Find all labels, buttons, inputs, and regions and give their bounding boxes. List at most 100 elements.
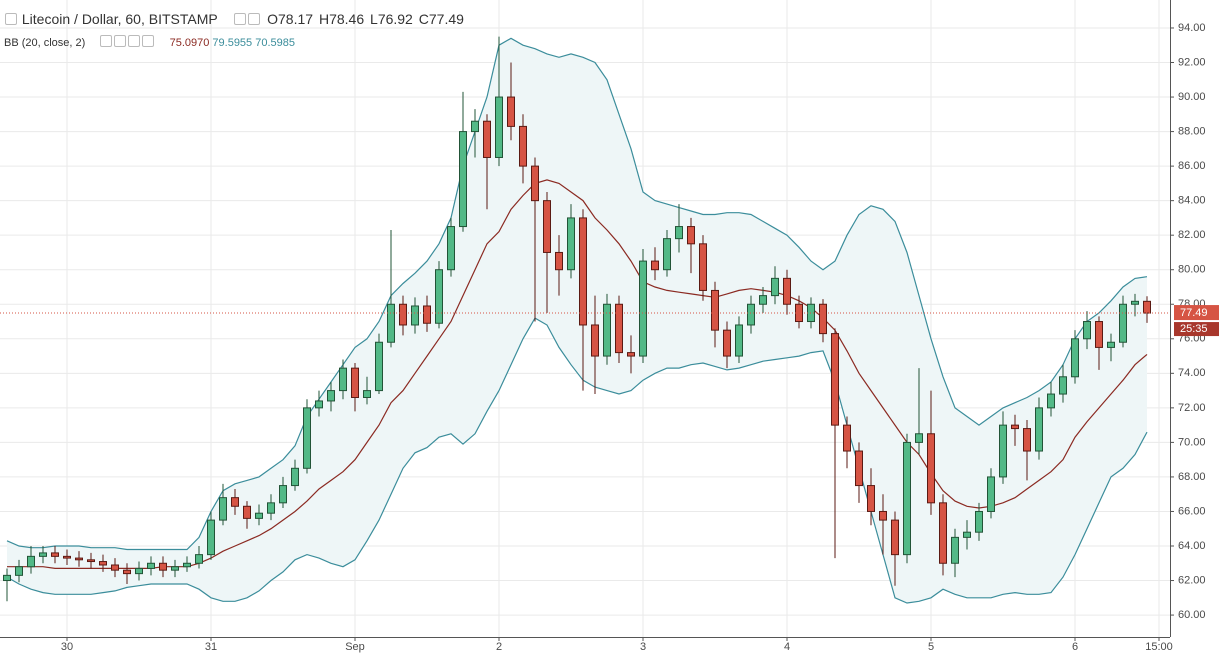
- candle-body: [507, 96, 515, 127]
- candle-body: [351, 367, 359, 398]
- last-price-label: 77.49: [1180, 307, 1208, 319]
- candle-body: [99, 561, 107, 566]
- ohlc-label: C: [418, 11, 429, 27]
- candle-body: [567, 217, 575, 271]
- x-tick-label: 31: [205, 641, 217, 653]
- candle-body: [459, 131, 467, 228]
- candle-body: [195, 554, 203, 564]
- countdown-label: 25:35: [1180, 323, 1208, 335]
- candle-body: [279, 485, 287, 504]
- remove-icon[interactable]: [142, 35, 155, 47]
- x-tick-label: 15:00: [1145, 641, 1173, 653]
- candle-body: [243, 505, 251, 519]
- candle-body: [231, 497, 239, 507]
- candle-body: [615, 303, 623, 354]
- candle-body: [579, 217, 587, 326]
- y-tick-label: 82.00: [1178, 229, 1206, 241]
- collapse-icon[interactable]: [5, 13, 17, 25]
- candle-body: [339, 367, 347, 392]
- indicator-value: 75.0970: [169, 37, 210, 49]
- candle-body: [663, 238, 671, 271]
- x-tick-label: 4: [784, 641, 790, 653]
- candle-body: [675, 226, 683, 240]
- candle-body: [1131, 300, 1139, 305]
- candle-body: [603, 303, 611, 357]
- candle-body: [1047, 393, 1055, 409]
- ohlc-label: L: [370, 11, 378, 27]
- y-tick-label: 60.00: [1178, 609, 1206, 621]
- candle-body: [1083, 321, 1091, 340]
- candle-body: [39, 552, 47, 557]
- candle-body: [495, 96, 503, 158]
- symbol-header: Litecoin / Dollar, 60, BITSTAMP O78.17 H…: [4, 11, 464, 27]
- y-tick-label: 68.00: [1178, 471, 1206, 483]
- candle-body: [63, 555, 71, 559]
- candle-body: [939, 502, 947, 564]
- bb-basis-line: [7, 179, 1148, 569]
- candle-body: [519, 125, 527, 167]
- candle-body: [591, 324, 599, 357]
- candle-body: [747, 303, 755, 326]
- y-tick-label: 62.00: [1178, 574, 1206, 586]
- candle-body: [735, 324, 743, 357]
- candle-body: [375, 341, 383, 392]
- candle-body: [999, 424, 1007, 478]
- candle-body: [207, 519, 215, 556]
- candle-body: [1035, 407, 1043, 452]
- ohlc-label: H: [318, 11, 330, 27]
- candle-body: [27, 555, 35, 568]
- candle-body: [843, 424, 851, 452]
- y-tick-label: 64.00: [1178, 540, 1206, 552]
- candle-body: [447, 226, 455, 271]
- x-tick-label: 5: [928, 641, 934, 653]
- eye-icon[interactable]: [234, 13, 247, 25]
- candle-body: [771, 277, 779, 297]
- candle-body: [267, 502, 275, 514]
- candle-body: [783, 277, 791, 305]
- y-tick-label: 92.00: [1178, 56, 1206, 68]
- candle-body: [291, 467, 299, 487]
- y-tick-label: 88.00: [1178, 125, 1206, 137]
- candle-body: [51, 552, 59, 557]
- candle-body: [171, 566, 179, 571]
- candle-body: [483, 120, 491, 158]
- candle-body: [87, 559, 95, 563]
- candle-body: [363, 390, 371, 398]
- candle-body: [723, 329, 731, 357]
- candle-body: [123, 569, 131, 575]
- candle-body: [3, 574, 11, 582]
- settings-icon[interactable]: [114, 35, 127, 47]
- x-tick-label: Sep: [345, 641, 365, 653]
- y-tick-label: 72.00: [1178, 402, 1206, 414]
- candle-body: [867, 485, 875, 512]
- countdown-box: [1174, 322, 1219, 337]
- indicator-header: BB (20, close, 2) 75.0970 79.5955 70.598…: [4, 35, 295, 49]
- candle-body: [855, 450, 863, 487]
- candle-body: [831, 333, 839, 426]
- ohlc-label: O: [267, 11, 279, 27]
- indicator-value: 70.5985: [255, 37, 295, 49]
- candle-body: [435, 269, 443, 324]
- candle-body: [987, 476, 995, 512]
- candle-body: [219, 497, 227, 521]
- candle-body: [531, 165, 539, 202]
- settings-icon[interactable]: [248, 13, 261, 25]
- candle-body: [315, 400, 323, 409]
- eye-icon[interactable]: [100, 35, 113, 47]
- bb-lower-line: [6, 317, 1148, 604]
- ohlc-value: 76.92: [377, 11, 413, 27]
- candle-body: [963, 531, 971, 538]
- candle-body: [903, 441, 911, 556]
- candle-body: [387, 303, 395, 343]
- y-tick-label: 74.00: [1178, 367, 1206, 379]
- bb-upper-line: [6, 37, 1148, 551]
- candle-body: [543, 200, 551, 253]
- time-axis-bg: [0, 637, 1219, 653]
- indicator-value: 79.5955: [212, 37, 253, 49]
- add-icon[interactable]: [128, 35, 141, 47]
- y-tick-label: 80.00: [1178, 264, 1206, 276]
- candle-body: [1119, 303, 1127, 343]
- candle-body: [627, 352, 635, 357]
- candle-body: [927, 433, 935, 504]
- candle-body: [15, 566, 23, 576]
